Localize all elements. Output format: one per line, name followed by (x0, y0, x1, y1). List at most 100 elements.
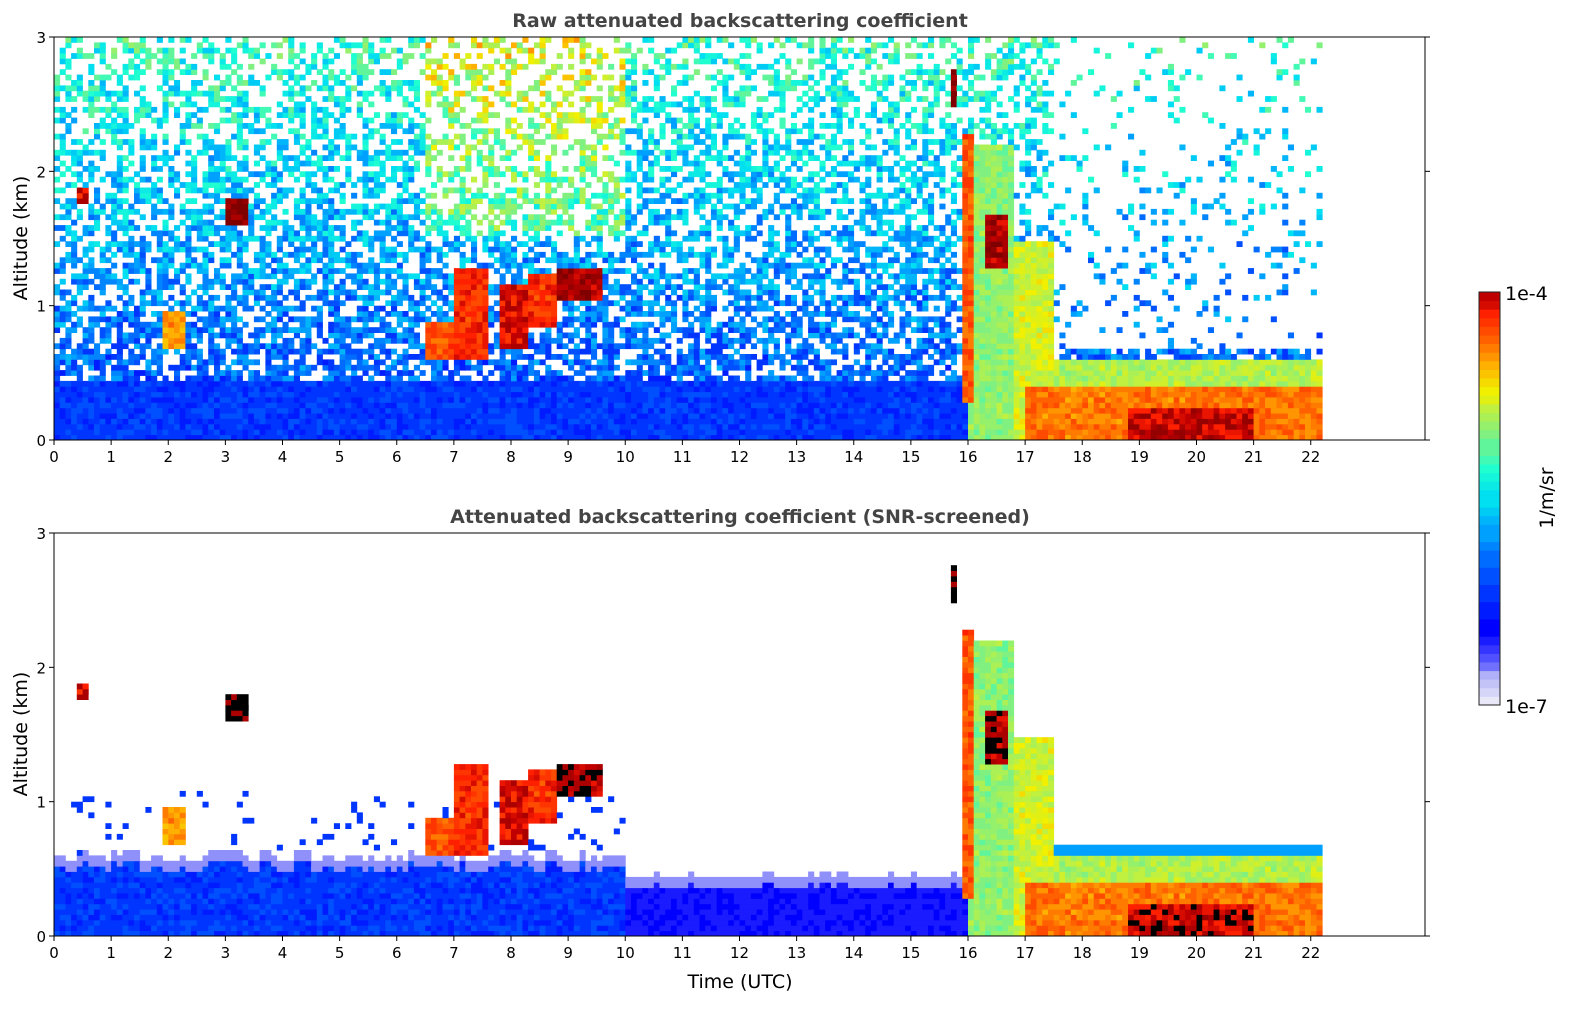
heatmap-cell (1065, 402, 1072, 409)
heatmap-cell (288, 235, 295, 242)
heatmap-cell (825, 305, 832, 312)
heatmap-cell (276, 300, 283, 307)
heatmap-cell (551, 246, 558, 253)
heatmap-cell (836, 278, 843, 285)
heatmap-cell (1110, 407, 1117, 414)
heatmap-cell (602, 380, 609, 387)
heatmap-cell (116, 348, 123, 355)
heatmap-cell (608, 386, 615, 393)
heatmap-cell (276, 257, 283, 264)
heatmap-cell (396, 391, 403, 398)
heatmap-cell (848, 402, 866, 409)
heatmap-cell (214, 230, 221, 237)
heatmap-cell (591, 284, 598, 290)
heatmap-cell (505, 337, 512, 344)
heatmap-cell (865, 407, 872, 414)
heatmap-cell (1219, 380, 1226, 387)
heatmap-cell (345, 386, 352, 393)
heatmap-cell (185, 423, 192, 430)
heatmap-cell (1162, 235, 1169, 242)
heatmap-cell (305, 413, 318, 419)
heatmap-cell (402, 391, 420, 398)
heatmap-cell (830, 391, 843, 398)
heatmap-cell (591, 402, 603, 409)
heatmap-cell (973, 348, 992, 355)
heatmap-cell (556, 262, 563, 269)
heatmap-cell (693, 343, 700, 350)
heatmap-cell (665, 429, 689, 436)
heatmap-cell (968, 251, 975, 258)
heatmap-cell (174, 370, 181, 376)
heatmap-cell (391, 348, 398, 355)
heatmap-cell (453, 397, 460, 403)
heatmap-cell (1247, 413, 1254, 419)
heatmap-cell (1145, 268, 1152, 274)
heatmap-cell (316, 402, 329, 409)
heatmap-cell (968, 311, 975, 317)
heatmap-cell (733, 407, 752, 414)
heatmap-cell (105, 348, 112, 355)
heatmap-cell (465, 235, 472, 242)
heatmap-cell (1002, 251, 1009, 258)
heatmap-cell (939, 273, 946, 280)
heatmap-cell (185, 241, 192, 247)
heatmap-cell (768, 235, 775, 242)
heatmap-cell (54, 375, 61, 382)
heatmap-cell (865, 284, 872, 290)
heatmap-cell (602, 278, 609, 285)
heatmap-cell (248, 429, 255, 436)
heatmap-cell (1030, 257, 1037, 264)
heatmap-cell (162, 407, 169, 414)
heatmap-cell (1253, 391, 1266, 398)
heatmap-cell (271, 423, 283, 430)
heatmap-cell (551, 375, 558, 382)
heatmap-cell (636, 268, 643, 274)
heatmap-cell (305, 316, 312, 323)
heatmap-cell (134, 268, 141, 274)
heatmap-cell (236, 375, 243, 382)
heatmap-cell (339, 268, 346, 274)
heatmap-cell (1116, 327, 1123, 333)
heatmap-cell (585, 418, 592, 425)
heatmap-cell (482, 278, 489, 285)
heatmap-cell (1150, 434, 1157, 441)
heatmap-cell (1145, 359, 1152, 366)
heatmap-cell (511, 375, 518, 382)
heatmap-cell (185, 321, 192, 328)
heatmap-cell (1259, 386, 1272, 393)
heatmap-cell (596, 251, 603, 258)
heatmap-cell (413, 246, 420, 253)
heatmap-cell (111, 375, 123, 382)
heatmap-cell (699, 354, 712, 360)
heatmap-cell (116, 397, 123, 403)
heatmap-cell (368, 429, 375, 436)
heatmap-cell (962, 246, 969, 253)
heatmap-cell (745, 423, 752, 430)
heatmap-cell (1048, 273, 1055, 280)
heatmap-cell (945, 311, 952, 317)
heatmap-cell (111, 354, 118, 360)
heatmap-cell (253, 300, 260, 307)
heatmap-cell (865, 343, 872, 350)
heatmap-cell (282, 413, 289, 419)
heatmap-cell (568, 289, 575, 296)
heatmap-cell (385, 386, 392, 393)
heatmap-cell (625, 246, 632, 253)
heatmap-cell (1076, 370, 1083, 376)
heatmap-cell (276, 370, 283, 376)
heatmap-cell (333, 391, 340, 398)
heatmap-cell (282, 294, 289, 301)
heatmap-cell (830, 386, 843, 393)
heatmap-cell (1156, 316, 1163, 323)
heatmap-cell (488, 402, 500, 409)
heatmap-cell (293, 348, 300, 355)
heatmap-cell (425, 354, 438, 360)
heatmap-cell (602, 332, 609, 339)
heatmap-cell (488, 359, 495, 366)
heatmap-cell (1316, 407, 1323, 414)
heatmap-cell (174, 375, 181, 382)
heatmap-cell (1036, 375, 1049, 382)
heatmap-cell (328, 257, 335, 264)
heatmap-cell (471, 364, 483, 371)
heatmap-cell (648, 375, 672, 382)
